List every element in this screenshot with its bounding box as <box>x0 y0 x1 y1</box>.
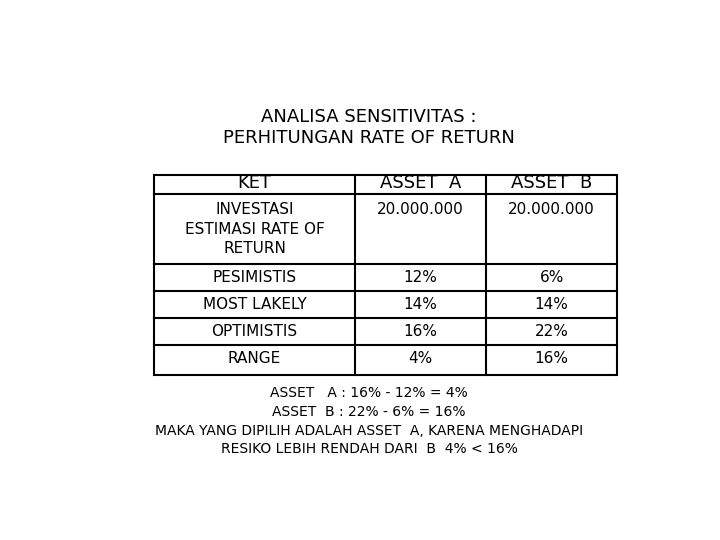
Text: PESIMISTIS: PESIMISTIS <box>212 271 297 286</box>
Text: RETURN: RETURN <box>223 241 286 256</box>
Text: ESTIMASI RATE OF: ESTIMASI RATE OF <box>185 221 325 237</box>
Text: RESIKO LEBIH RENDAH DARI  B  4% < 16%: RESIKO LEBIH RENDAH DARI B 4% < 16% <box>220 442 518 456</box>
Text: OPTIMISTIS: OPTIMISTIS <box>212 325 297 340</box>
Text: 14%: 14% <box>404 298 438 313</box>
Text: ASSET  A: ASSET A <box>380 174 462 192</box>
Text: 20.000.000: 20.000.000 <box>377 201 464 217</box>
Text: 14%: 14% <box>535 298 569 313</box>
Text: ASSET   A : 16% - 12% = 4%: ASSET A : 16% - 12% = 4% <box>270 386 468 400</box>
Text: ASSET  B : 22% - 6% = 16%: ASSET B : 22% - 6% = 16% <box>272 405 466 419</box>
Text: 12%: 12% <box>404 271 438 286</box>
Text: MOST LAKELY: MOST LAKELY <box>203 298 307 313</box>
Text: INVESTASI: INVESTASI <box>215 201 294 217</box>
Text: RANGE: RANGE <box>228 352 282 367</box>
Text: 16%: 16% <box>535 352 569 367</box>
Text: ASSET  B: ASSET B <box>511 174 593 192</box>
Text: 16%: 16% <box>404 325 438 340</box>
Text: 22%: 22% <box>535 325 569 340</box>
Text: 20.000.000: 20.000.000 <box>508 201 595 217</box>
Text: PERHITUNGAN RATE OF RETURN: PERHITUNGAN RATE OF RETURN <box>223 129 515 146</box>
Text: 4%: 4% <box>408 352 433 367</box>
Text: KET: KET <box>238 174 271 192</box>
Text: MAKA YANG DIPILIH ADALAH ASSET  A, KARENA MENGHADAPI: MAKA YANG DIPILIH ADALAH ASSET A, KARENA… <box>155 424 583 438</box>
Text: ANALISA SENSITIVITAS :: ANALISA SENSITIVITAS : <box>261 108 477 126</box>
Text: 6%: 6% <box>539 271 564 286</box>
